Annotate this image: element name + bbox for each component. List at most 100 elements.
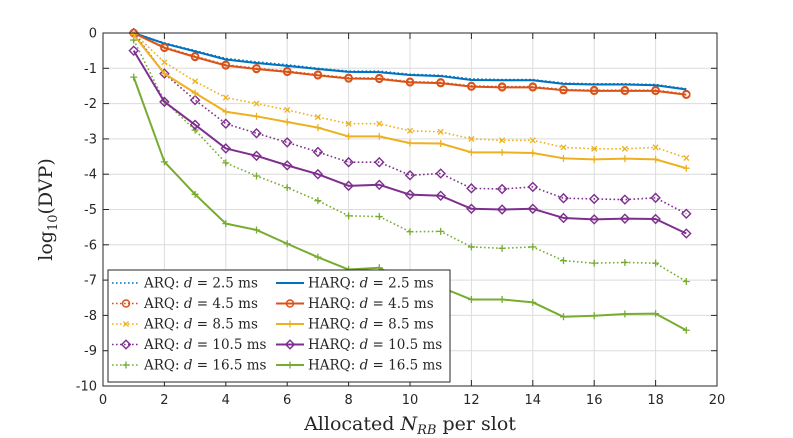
series-line: [132, 50, 687, 235]
data-point: [343, 180, 354, 192]
data-point: [314, 113, 321, 121]
data-point: [527, 203, 539, 215]
legend-var: d: [184, 337, 193, 353]
data-point: [191, 89, 199, 97]
data-point: [282, 67, 292, 77]
data-point: [467, 296, 475, 304]
data-point: [406, 228, 414, 236]
data-point: [560, 144, 567, 151]
data-point: [284, 106, 291, 114]
data-point: [159, 96, 170, 108]
legend-value: = 8.5 ms: [368, 317, 433, 333]
legend-label: HARQ: d = 10.5 ms: [308, 337, 442, 353]
data-point: [221, 61, 231, 70]
data-point: [437, 139, 445, 147]
legend-var: d: [360, 276, 369, 292]
data-point: [558, 212, 569, 224]
data-point: [128, 45, 139, 56]
legend-marker: [120, 339, 132, 350]
legend-var: d: [360, 317, 369, 333]
legend-box: [107, 269, 451, 383]
data-point: [345, 120, 352, 127]
data-point: [650, 213, 661, 225]
data-point: [498, 244, 506, 252]
legend-item: HARQ: d = 8.5 ms: [276, 317, 434, 333]
legend-label: HARQ: d = 16.5 ms: [308, 358, 442, 374]
data-point: [620, 86, 630, 96]
x-tick-label: 4: [222, 393, 230, 408]
data-point: [159, 68, 170, 79]
legend-label: ARQ: d = 16.5 ms: [143, 358, 267, 374]
data-point: [527, 181, 539, 193]
data-point: [529, 298, 537, 306]
data-point: [222, 94, 229, 101]
legend-var: d: [360, 358, 369, 374]
legend-value: = 10.5 ms: [192, 337, 266, 353]
legend-value: = 4.5 ms: [192, 296, 257, 312]
series-line: [133, 32, 687, 91]
legend-item: ARQ: d = 8.5 ms: [112, 317, 258, 333]
data-point: [681, 208, 692, 220]
legend-label: ARQ: d = 2.5 ms: [143, 276, 258, 292]
series-harq-d-10-5: [128, 45, 692, 239]
data-point: [496, 204, 508, 215]
legend-item: ARQ: d = 4.5 ms: [112, 296, 258, 312]
legend-marker: [285, 299, 295, 308]
data-point: [253, 100, 260, 107]
data-point: [406, 139, 414, 147]
legend-scheme: HARQ:: [308, 296, 360, 312]
data-point: [251, 150, 262, 162]
data-point: [406, 127, 414, 134]
legend-var: d: [184, 358, 193, 374]
data-point: [621, 155, 629, 163]
legend-item: ARQ: d = 2.5 ms: [112, 276, 258, 292]
y-axis-label: log10(DVP): [35, 158, 61, 260]
data-point: [683, 154, 690, 162]
legend-scheme: ARQ:: [143, 296, 184, 312]
data-point: [498, 296, 506, 304]
legend-var: d: [184, 317, 193, 333]
data-point: [161, 59, 168, 66]
data-point: [283, 184, 291, 192]
data-point: [560, 257, 567, 265]
data-point: [312, 146, 324, 158]
data-point: [314, 253, 322, 261]
data-point: [650, 192, 661, 204]
legend-var: d: [360, 337, 369, 353]
data-point: [621, 145, 628, 152]
x-tick-label: 2: [160, 393, 168, 408]
data-point: [222, 108, 230, 116]
data-point: [375, 132, 383, 140]
data-point: [160, 158, 168, 166]
data-point: [190, 52, 200, 62]
data-point: [283, 118, 291, 126]
legend-marker: [284, 339, 296, 350]
legend-label: HARQ: d = 2.5 ms: [308, 276, 434, 292]
data-point: [652, 155, 660, 163]
data-point: [528, 83, 538, 92]
data-point: [590, 312, 598, 320]
data-point: [222, 159, 230, 167]
x-tick-label: 14: [525, 393, 542, 408]
data-point: [160, 70, 168, 78]
legend-label: ARQ: d = 8.5 ms: [143, 317, 258, 333]
data-point: [220, 118, 232, 130]
legend-scheme: ARQ:: [143, 317, 184, 333]
legend-var: d: [184, 296, 193, 312]
data-point: [191, 126, 199, 134]
data-point: [559, 85, 568, 95]
legend-value: = 8.5 ms: [192, 317, 257, 333]
data-point: [652, 144, 659, 151]
data-point: [589, 86, 599, 96]
legend-scheme: HARQ:: [308, 337, 360, 353]
series-harq-d-8-5: [130, 31, 690, 172]
data-point: [253, 226, 260, 234]
data-point: [253, 112, 260, 120]
data-point: [590, 259, 598, 267]
legend-value: = 2.5 ms: [192, 276, 257, 292]
legend-label: HARQ: d = 4.5 ms: [308, 296, 434, 312]
x-tick-label: 12: [463, 393, 480, 408]
legend-scheme: ARQ:: [143, 358, 184, 374]
x-tick-label: 16: [586, 393, 603, 408]
